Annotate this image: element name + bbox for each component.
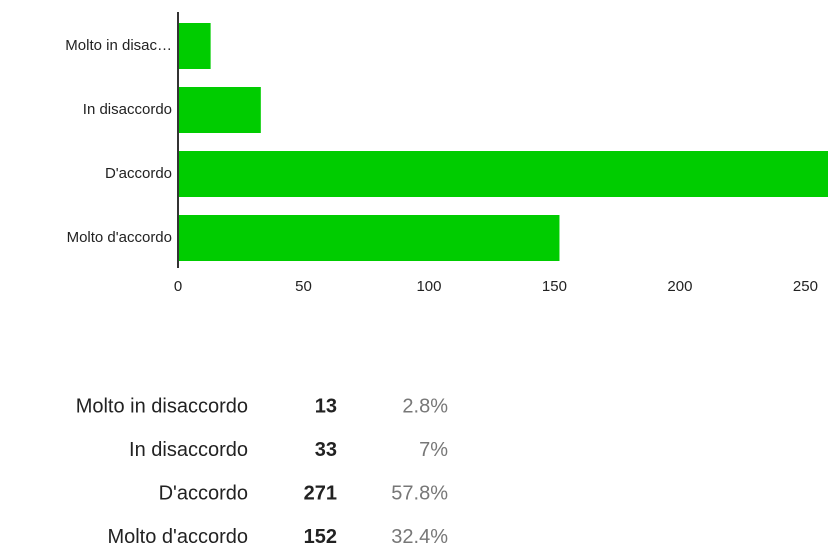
x-tick-label: 200 (667, 278, 692, 295)
x-tick-label: 50 (295, 278, 312, 295)
row-percent: 57.8% (391, 482, 448, 504)
row-percent: 2.8% (402, 395, 448, 417)
plot-area (178, 23, 828, 261)
y-tick-label: D'accordo (105, 165, 172, 182)
bar (178, 215, 560, 261)
bar (178, 151, 828, 197)
row-percent: 7% (419, 439, 448, 461)
row-count: 33 (315, 439, 337, 461)
y-tick-label: In disaccordo (83, 101, 172, 118)
row-percent: 32.4% (391, 526, 448, 548)
x-tick-label: 250 (793, 278, 818, 295)
row-count: 271 (304, 482, 337, 504)
row-label: Molto in disaccordo (76, 395, 248, 417)
y-tick-label: Molto d'accordo (67, 229, 172, 246)
row-label: D'accordo (159, 482, 248, 504)
x-tick-label: 150 (542, 278, 567, 295)
bar (178, 87, 261, 133)
row-label: Molto d'accordo (107, 526, 248, 548)
row-count: 152 (304, 526, 337, 548)
x-tick-label: 0 (174, 278, 182, 295)
x-tick-label: 100 (416, 278, 441, 295)
y-tick-label: Molto in disac… (65, 37, 172, 54)
row-label: In disaccordo (129, 439, 248, 461)
row-count: 13 (315, 395, 337, 417)
bar (178, 23, 211, 69)
